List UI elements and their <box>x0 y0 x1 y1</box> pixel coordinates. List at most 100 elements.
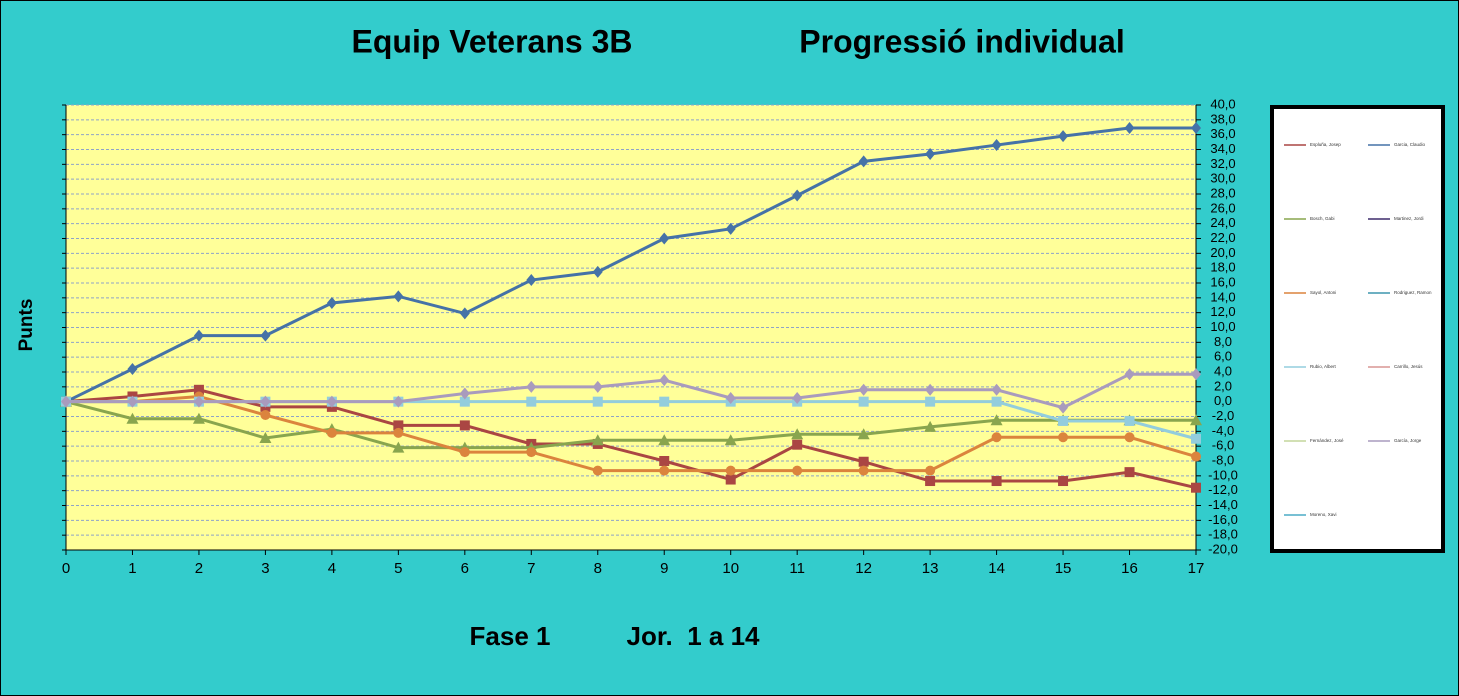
data-point <box>924 420 937 432</box>
legend-label: Carrillo, Jesús <box>1394 364 1423 369</box>
y-tick-label: 0,0 <box>1214 393 1232 408</box>
x-tick-label: 10 <box>722 560 739 577</box>
y-tick-label: 14,0 <box>1210 289 1235 304</box>
data-point <box>858 456 869 467</box>
series-line <box>66 394 1197 473</box>
data-point <box>1058 415 1069 426</box>
data-point <box>1191 482 1201 493</box>
data-point <box>1124 415 1135 426</box>
y-tick-label: 26,0 <box>1210 200 1235 215</box>
data-point <box>991 396 1002 407</box>
y-tick-label: 36,0 <box>1210 126 1235 141</box>
y-tick-label: 38,0 <box>1210 111 1235 126</box>
data-point <box>459 396 470 407</box>
y-tick-label: 16,0 <box>1210 274 1235 289</box>
data-point <box>526 447 537 458</box>
x-tick-label: 5 <box>394 560 402 577</box>
x-tick-label: 0 <box>62 560 70 577</box>
y-tick-label: -10,0 <box>1208 467 1238 482</box>
legend-label: García, Jorge <box>1394 438 1422 443</box>
legend-label: Rodriguez, Ramon <box>1394 290 1432 295</box>
data-point <box>925 465 936 476</box>
data-point <box>592 380 603 393</box>
y-tick-label: 8,0 <box>1214 334 1232 349</box>
y-tick-label: 32,0 <box>1210 156 1235 171</box>
x-tick-label: 7 <box>527 560 535 577</box>
data-point <box>725 222 736 235</box>
x-tick-label: 3 <box>261 560 269 577</box>
chart-subtitle: Progressió individual <box>799 23 1124 59</box>
data-point <box>393 427 404 438</box>
y-tick-label: -20,0 <box>1208 541 1238 556</box>
data-point <box>591 434 604 446</box>
data-point <box>326 427 337 438</box>
x-tick-label: 4 <box>328 560 336 577</box>
series-line <box>65 126 1196 404</box>
data-point <box>526 396 537 407</box>
data-point <box>392 441 405 453</box>
legend-label: Sayol, Antoni <box>1310 290 1336 295</box>
data-point <box>592 465 603 476</box>
data-point <box>792 189 803 202</box>
data-point <box>791 428 804 440</box>
data-point <box>659 465 670 476</box>
y-tick-label: -4,0 <box>1212 423 1234 438</box>
data-point <box>260 410 271 421</box>
y-tick-label: 24,0 <box>1210 215 1235 230</box>
y-tick-label: -16,0 <box>1208 512 1238 527</box>
data-point <box>1191 121 1201 134</box>
x-tick-label: 12 <box>855 560 872 577</box>
x-tick-label: 11 <box>789 560 805 577</box>
data-point <box>658 434 671 446</box>
data-point <box>126 412 139 424</box>
data-point <box>526 380 537 393</box>
data-point <box>127 363 138 376</box>
chart-title: Equip Veterans 3B <box>352 23 633 59</box>
data-point <box>725 391 736 404</box>
legend-label: Martinez, Jordi <box>1394 216 1424 221</box>
data-point <box>393 290 404 303</box>
data-point <box>326 395 337 408</box>
y-tick-label: 6,0 <box>1214 349 1232 364</box>
data-point <box>459 447 470 458</box>
data-point <box>193 384 204 395</box>
data-point <box>192 412 205 424</box>
y-tick-label: 34,0 <box>1210 141 1235 156</box>
y-tick-label: -12,0 <box>1208 482 1238 497</box>
data-point <box>991 476 1002 487</box>
data-point <box>858 465 869 476</box>
data-point <box>858 155 869 168</box>
data-point <box>459 420 470 431</box>
data-point <box>724 434 737 446</box>
data-point <box>193 329 204 342</box>
data-point <box>925 147 936 160</box>
data-point <box>1124 121 1135 134</box>
data-point <box>1058 432 1069 443</box>
data-point <box>260 329 271 342</box>
legend-label: Garcia, Claudio <box>1394 142 1426 147</box>
data-point <box>326 297 337 310</box>
data-point <box>792 391 803 404</box>
data-point <box>1190 414 1202 426</box>
data-point <box>990 414 1003 426</box>
y-tick-label: 18,0 <box>1210 260 1235 275</box>
x-tick-label: 15 <box>1055 560 1072 577</box>
data-point <box>792 465 803 476</box>
y-tick-label: -18,0 <box>1208 527 1238 542</box>
data-point <box>792 439 803 450</box>
y-tick-label: -8,0 <box>1212 452 1234 467</box>
y-tick-label: 4,0 <box>1214 363 1232 378</box>
x-tick-label: 2 <box>195 560 203 577</box>
data-point <box>991 432 1002 443</box>
data-point <box>991 139 1002 152</box>
x-tick-label: 1 <box>128 560 136 577</box>
legend-label: Espluña, Josep <box>1310 142 1341 147</box>
data-point <box>1124 432 1135 443</box>
data-point <box>659 396 670 407</box>
data-point <box>925 396 936 407</box>
data-point <box>1058 401 1069 414</box>
data-point <box>1058 476 1069 487</box>
x-tick-label: 8 <box>594 560 602 577</box>
x-tick-label: 16 <box>1121 560 1138 577</box>
data-point <box>1124 467 1135 478</box>
